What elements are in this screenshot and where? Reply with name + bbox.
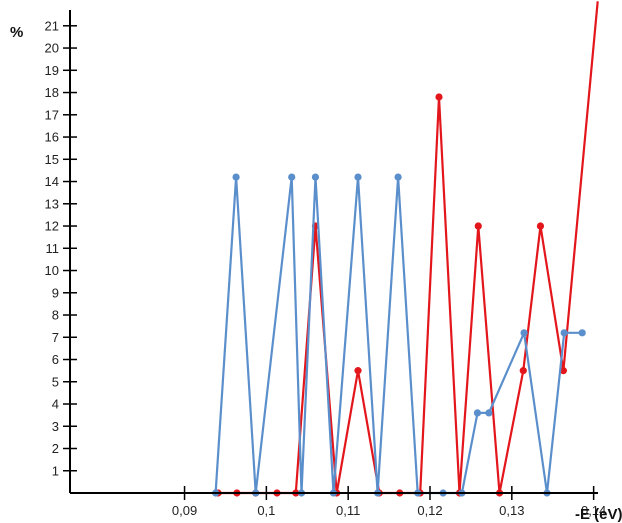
data-point: [536, 222, 545, 230]
data-point: [560, 329, 568, 337]
y-tick-label: 2: [52, 441, 59, 456]
y-tick-label: 12: [45, 219, 59, 234]
y-tick-label: 19: [45, 63, 59, 78]
data-point: [519, 367, 527, 375]
y-tick-label: 9: [52, 285, 59, 300]
data-point: [473, 409, 482, 417]
y-axis-title: %: [10, 24, 23, 41]
data-point: [578, 329, 586, 337]
data-point: [354, 367, 362, 375]
x-tick-label: 0,1: [257, 503, 275, 518]
y-tick-label: 20: [45, 41, 59, 56]
x-tick-label: 0,11: [336, 503, 360, 518]
axes-layer: [69, 10, 598, 494]
y-tick-label: 8: [52, 308, 59, 323]
data-point: [232, 173, 240, 181]
y-tick-label: 18: [45, 85, 59, 100]
y-tick-label: 7: [52, 330, 59, 345]
series-layer: [212, 1, 599, 497]
data-point: [394, 173, 402, 181]
x-axis-title: -E (eV): [575, 506, 622, 523]
x-tick-label: 0,09: [172, 503, 197, 518]
y-tick-label: 6: [52, 352, 59, 367]
y-tick-label: 3: [52, 419, 59, 434]
y-tick-label: 1: [52, 463, 59, 478]
data-point: [474, 222, 482, 230]
x-tick-label: 0,13: [499, 503, 524, 518]
data-point: [559, 367, 567, 375]
y-tick-label: 14: [45, 174, 59, 189]
y-tick-label: 17: [45, 107, 59, 122]
y-tick-label: 11: [46, 241, 60, 256]
y-tick-label: 15: [45, 152, 59, 167]
x-tick-label: 0,12: [417, 503, 442, 518]
data-point: [311, 173, 320, 181]
series-1: [214, 1, 599, 497]
data-point: [288, 173, 296, 181]
series-line: [218, 1, 599, 495]
y-tick-label: 10: [45, 263, 59, 278]
series-2: [212, 173, 586, 497]
y-tick-label: 16: [45, 130, 59, 145]
data-point: [485, 409, 493, 417]
x-tick-label: 0,14: [581, 503, 606, 518]
data-point: [354, 173, 362, 181]
y-tick-label: 13: [45, 196, 59, 211]
y-tick-label: 4: [52, 397, 59, 412]
data-point: [520, 329, 528, 337]
y-tick-label: 5: [52, 374, 59, 389]
y-tick-label: 21: [45, 18, 59, 33]
data-point: [435, 93, 443, 101]
